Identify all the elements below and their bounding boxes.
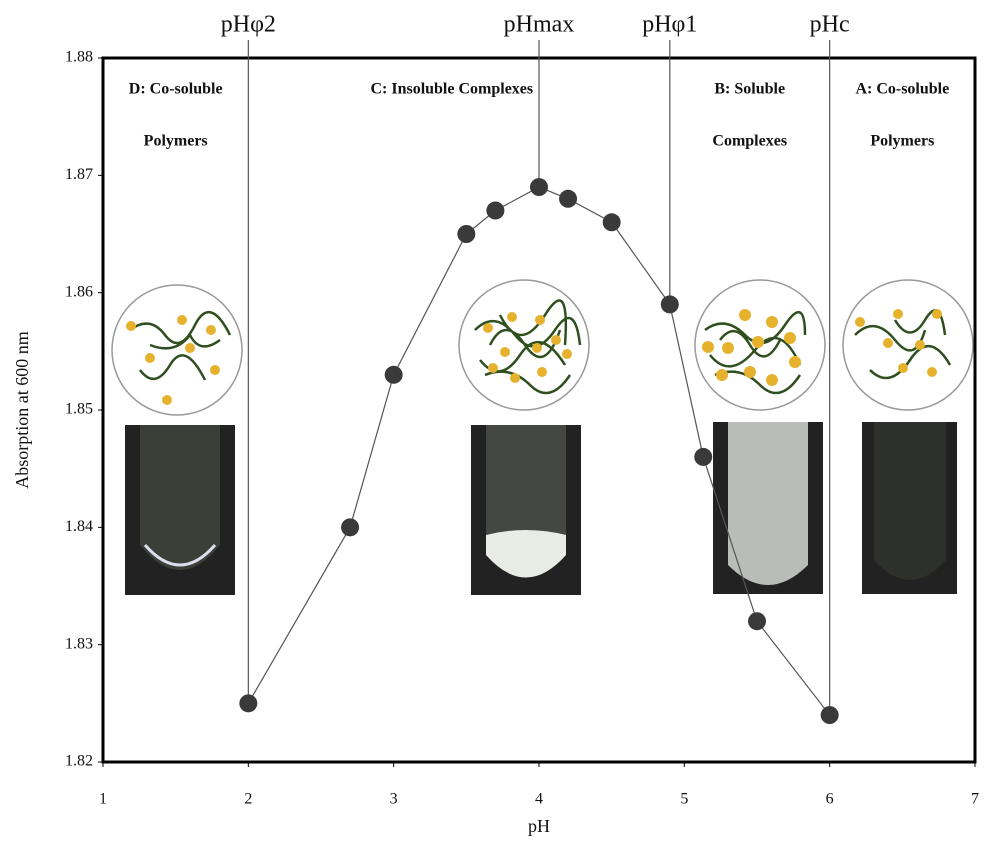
data-point: [385, 366, 403, 384]
x-axis-label: pH: [528, 816, 550, 836]
y-tick-label: 1.83: [65, 635, 93, 652]
x-tick-label: 7: [971, 791, 979, 808]
region-label: D: Co-soluble: [129, 81, 223, 98]
data-point: [661, 295, 679, 313]
region-label: C: Insoluble Complexes: [370, 81, 533, 98]
y-tick-label: 1.85: [65, 401, 93, 418]
illustrations: [112, 280, 973, 595]
x-tick-label: 4: [535, 791, 543, 808]
region-label: A: Co-soluble: [855, 81, 949, 98]
data-point: [694, 448, 712, 466]
data-point: [457, 225, 475, 243]
region-label: Polymers: [144, 133, 208, 150]
x-tick-label: 2: [244, 791, 252, 808]
data-point: [239, 694, 257, 712]
annotation-label: pHc: [810, 12, 850, 38]
region-label: B: Soluble: [714, 81, 785, 98]
y-tick-label: 1.88: [65, 49, 93, 66]
data-point: [559, 190, 577, 208]
y-tick-label: 1.86: [65, 283, 93, 300]
x-tick-label: 3: [390, 791, 398, 808]
data-point: [486, 202, 504, 220]
y-axis-label: Absorption at 600 nm: [12, 331, 32, 489]
y-tick-label: 1.82: [65, 753, 93, 770]
data-point: [748, 612, 766, 630]
annotation-label: pHφ1: [642, 12, 697, 38]
data-point: [341, 518, 359, 536]
region-label: Complexes: [712, 133, 787, 150]
x-tick-label: 6: [826, 791, 834, 808]
annotation-label: pHφ2: [221, 12, 276, 38]
x-tick-label: 5: [680, 791, 688, 808]
data-point: [530, 178, 548, 196]
x-tick-label: 1: [99, 791, 107, 808]
region-label: Polymers: [870, 133, 934, 150]
chart: pH Absorption at 600 nm 1.82 1.83 1.84 1.85…: [0, 0, 984, 850]
data-point: [821, 706, 839, 724]
annotation-label: pHmax: [504, 12, 575, 38]
data-point: [603, 213, 621, 231]
y-tick-label: 1.84: [65, 518, 93, 535]
y-tick-label: 1.87: [65, 166, 93, 183]
